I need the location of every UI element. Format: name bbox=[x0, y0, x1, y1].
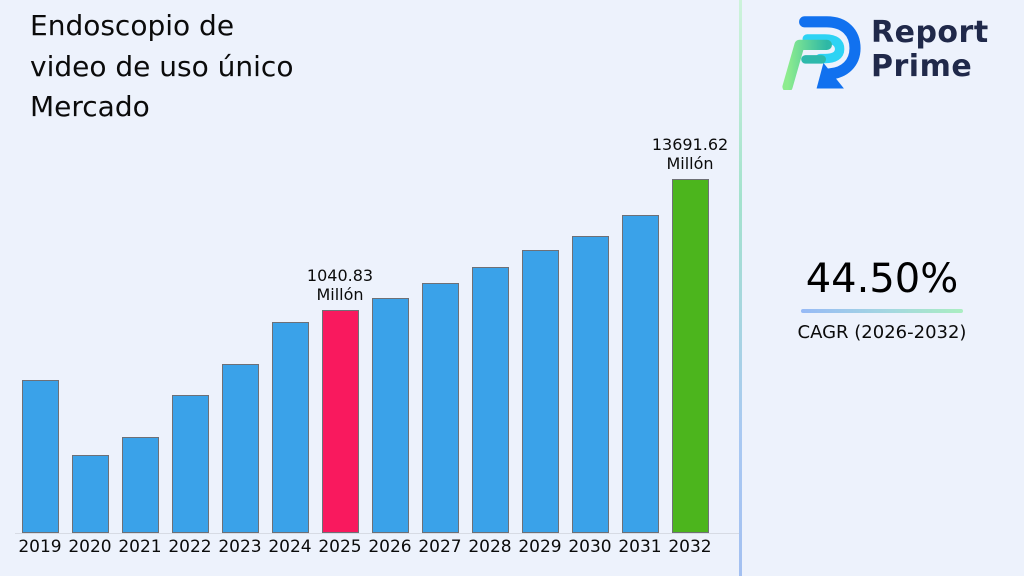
bar-2023 bbox=[221, 364, 259, 533]
year-label-2023: 2023 bbox=[218, 537, 262, 557]
year-label-2028: 2028 bbox=[468, 537, 512, 557]
bar-2019 bbox=[21, 380, 59, 533]
year-label-2020: 2020 bbox=[68, 537, 112, 557]
x-axis-line bbox=[15, 533, 739, 534]
year-label-2027: 2027 bbox=[418, 537, 462, 557]
cagr-underline bbox=[801, 309, 963, 313]
year-label-2022: 2022 bbox=[168, 537, 212, 557]
bar-column-2029 bbox=[515, 0, 565, 533]
bar-column-2023 bbox=[215, 0, 265, 533]
year-label-2024: 2024 bbox=[268, 537, 312, 557]
page-title: Endoscopio de video de uso único Mercado bbox=[30, 9, 294, 124]
bar-2032 bbox=[671, 179, 709, 533]
bar-2031 bbox=[621, 215, 659, 533]
bar-chart: 1040.83 Millón 13691.62 Millón bbox=[15, 0, 728, 533]
bar-column-2026 bbox=[365, 0, 415, 533]
bar-column-2028 bbox=[465, 0, 515, 533]
year-label-2026: 2026 bbox=[368, 537, 412, 557]
year-label-2025: 2025 bbox=[318, 537, 362, 557]
bar-2022 bbox=[171, 395, 209, 533]
bar-column-2019 bbox=[15, 0, 65, 533]
bar-2028 bbox=[471, 267, 509, 533]
brand-name: Report Prime bbox=[871, 16, 989, 84]
bar-annotation-2025: 1040.83 Millón bbox=[306, 266, 374, 305]
bar-annotation-value: 13691.62 bbox=[651, 135, 729, 155]
bar-column-2024 bbox=[265, 0, 315, 533]
bar-2029 bbox=[521, 250, 559, 533]
brand-name-line2: Prime bbox=[871, 49, 973, 84]
bar-annotation-2032: 13691.62 Millón bbox=[651, 135, 729, 174]
year-label-2030: 2030 bbox=[568, 537, 612, 557]
bar-2021 bbox=[121, 437, 159, 533]
bar-column-2022 bbox=[165, 0, 215, 533]
bar-column-2032: 13691.62 Millón bbox=[652, 0, 728, 533]
cagr-label: CAGR (2026-2032) bbox=[797, 322, 967, 343]
bar-column-2030 bbox=[565, 0, 615, 533]
bar-2025 bbox=[321, 310, 359, 533]
bar-2026 bbox=[371, 298, 409, 533]
year-label-2029: 2029 bbox=[518, 537, 562, 557]
x-axis-labels: 2019 2020 2021 2022 2023 2024 2025 2026 2027 2028… bbox=[15, 537, 715, 557]
section-divider bbox=[739, 0, 742, 576]
cagr-block: 44.50% CAGR (2026-2032) bbox=[742, 256, 1022, 343]
year-label-2031: 2031 bbox=[618, 537, 662, 557]
bar-2020 bbox=[71, 455, 109, 533]
bar-2024 bbox=[271, 322, 309, 533]
bar-annotation-unit: Millón bbox=[316, 285, 364, 305]
bar-2030 bbox=[571, 236, 609, 533]
bar-column-2025: 1040.83 Millón bbox=[307, 0, 373, 533]
brand-name-line1: Report bbox=[871, 15, 989, 51]
bar-column-2031 bbox=[615, 0, 665, 533]
bar-column-2021 bbox=[115, 0, 165, 533]
bar-2027 bbox=[421, 283, 459, 533]
bar-column-2027 bbox=[415, 0, 465, 533]
bar-column-2020 bbox=[65, 0, 115, 533]
report-prime-logo: Report Prime bbox=[779, 10, 989, 90]
year-label-2019: 2019 bbox=[18, 537, 62, 557]
year-label-2021: 2021 bbox=[118, 537, 162, 557]
bar-annotation-unit: Millón bbox=[666, 154, 714, 174]
bar-annotation-value: 1040.83 bbox=[306, 266, 374, 286]
cagr-value: 44.50% bbox=[805, 256, 959, 302]
report-prime-logo-icon bbox=[779, 10, 861, 90]
year-label-2032: 2032 bbox=[668, 537, 712, 557]
